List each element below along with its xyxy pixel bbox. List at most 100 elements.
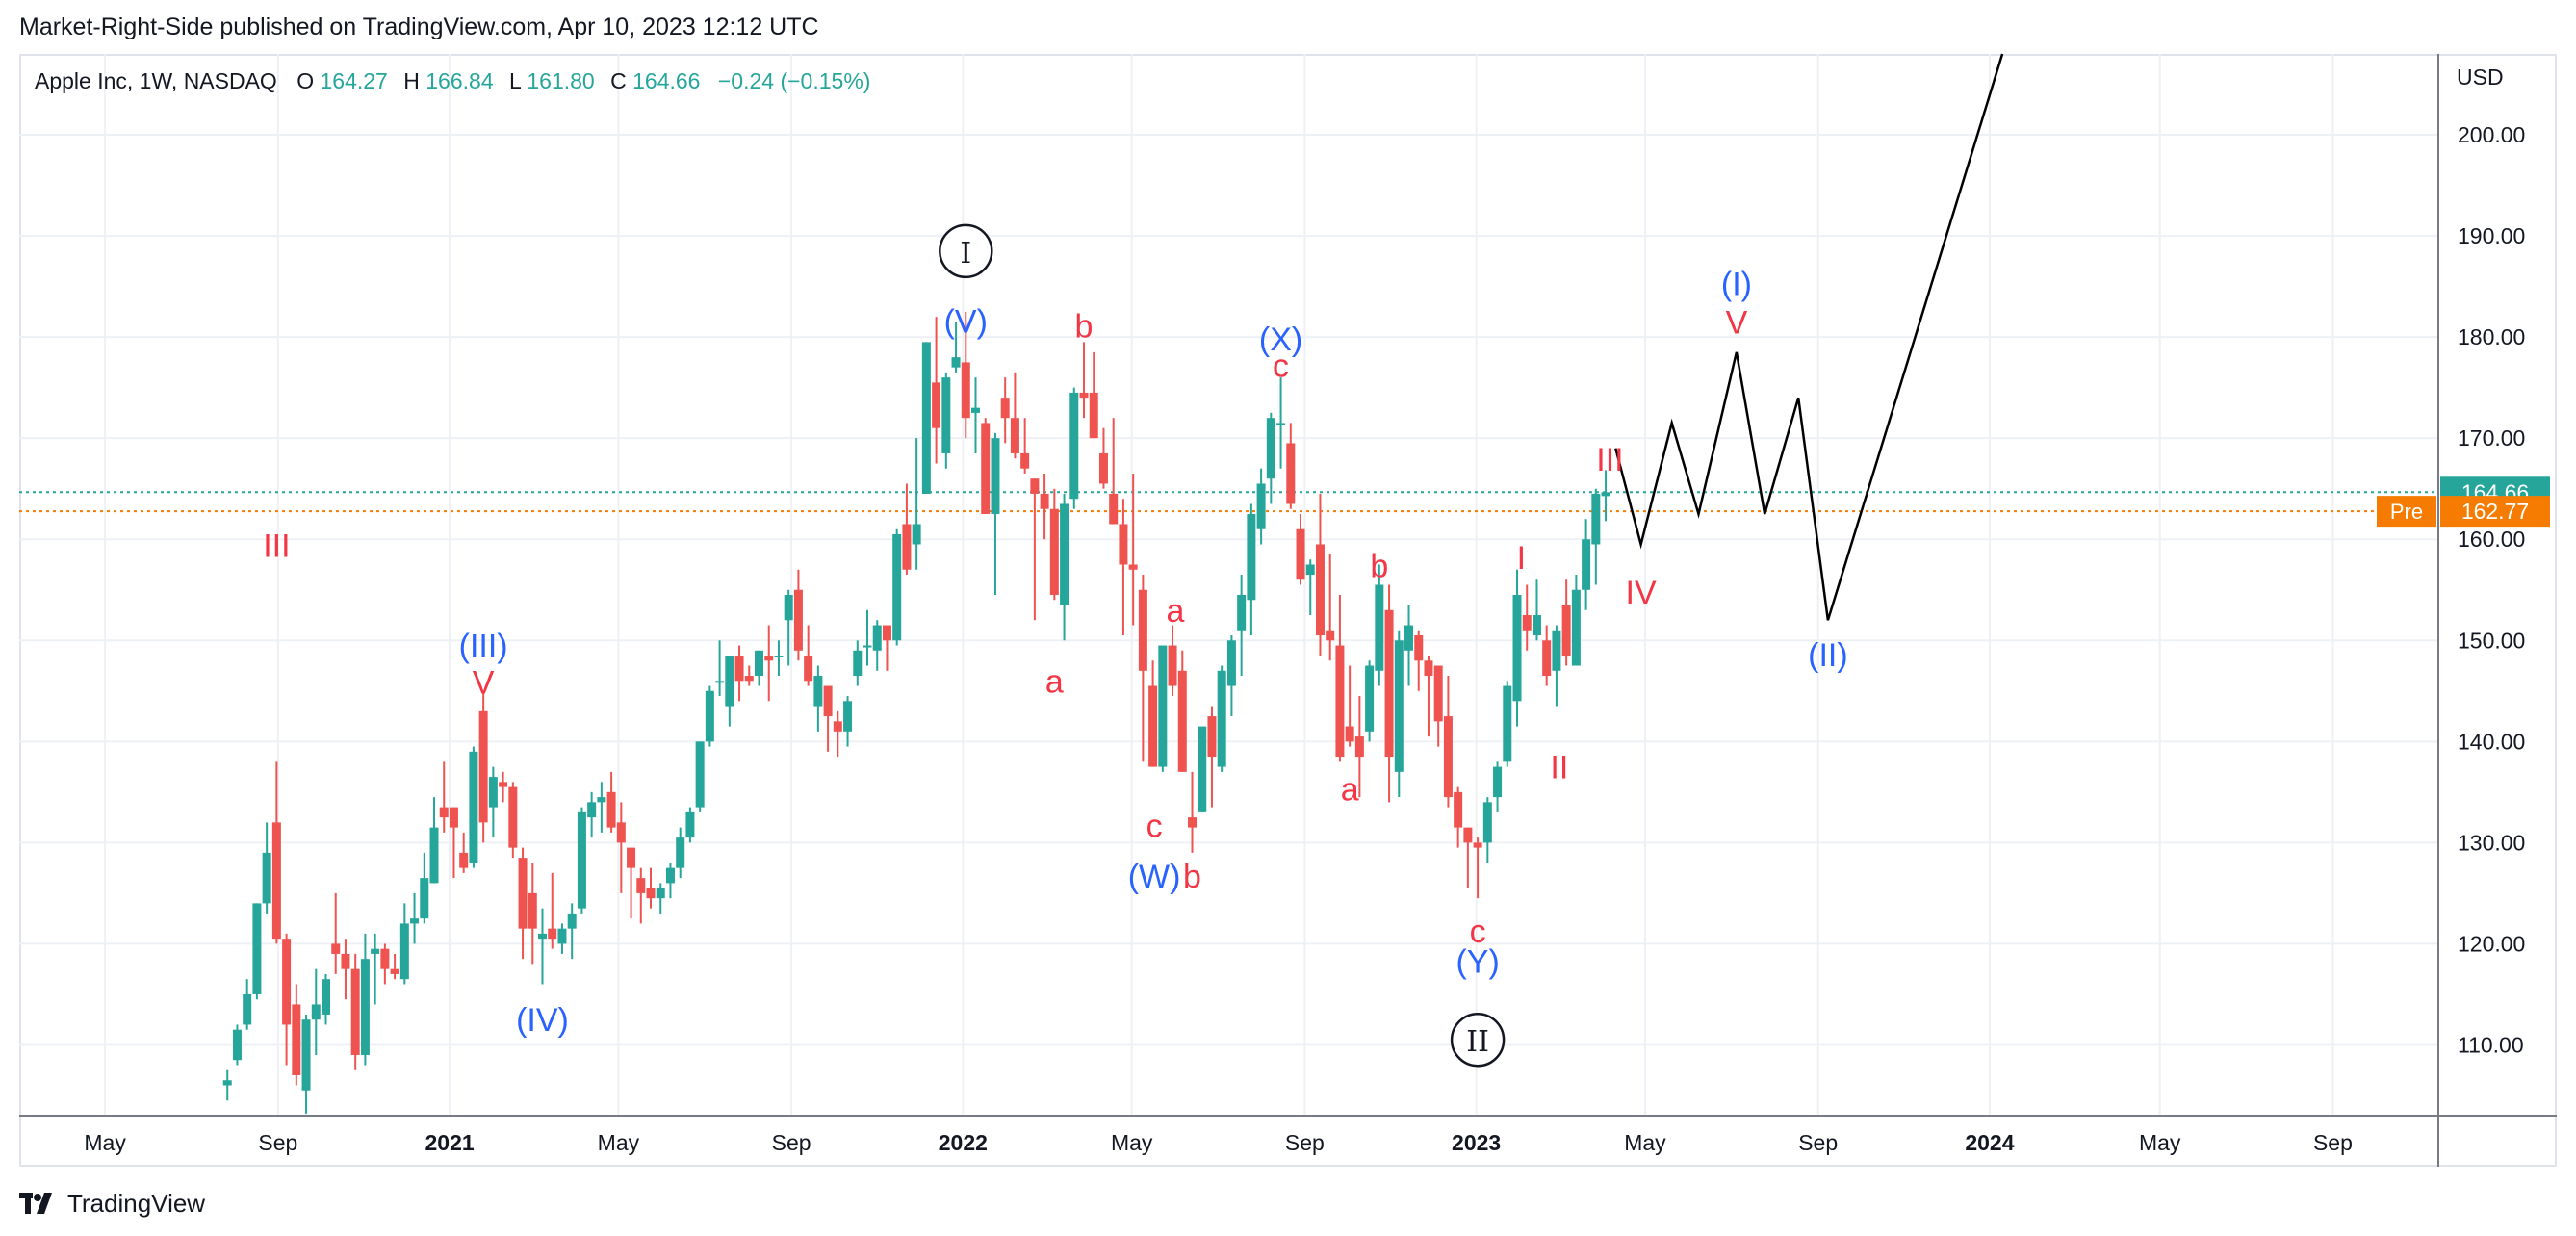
candle[interactable]: [1335, 595, 1345, 762]
candle[interactable]: [449, 807, 458, 879]
candle[interactable]: [1493, 761, 1503, 812]
candle[interactable]: [1424, 656, 1433, 737]
candle[interactable]: [271, 761, 281, 944]
candle[interactable]: [1404, 605, 1414, 686]
candle[interactable]: [685, 807, 695, 843]
tradingview-brand[interactable]: TradingView: [19, 1184, 205, 1223]
candle[interactable]: [921, 342, 931, 494]
candle[interactable]: [439, 761, 449, 833]
candle[interactable]: [676, 827, 685, 879]
candle[interactable]: [548, 872, 557, 949]
candle[interactable]: [656, 883, 665, 914]
candle[interactable]: [252, 903, 262, 1000]
candle[interactable]: [1354, 696, 1364, 798]
candle[interactable]: [1276, 377, 1286, 469]
candle[interactable]: [784, 589, 793, 666]
candle[interactable]: [478, 690, 488, 843]
candle[interactable]: [1089, 351, 1098, 439]
candle[interactable]: [390, 953, 399, 980]
candle[interactable]: [488, 766, 498, 838]
candle[interactable]: [1345, 665, 1354, 747]
candle[interactable]: [322, 973, 331, 1025]
candle[interactable]: [971, 377, 981, 453]
candle[interactable]: [606, 771, 616, 833]
candle[interactable]: [459, 832, 469, 873]
candle[interactable]: [1601, 470, 1610, 522]
candle[interactable]: [567, 903, 577, 960]
candle[interactable]: [1198, 726, 1207, 812]
candle[interactable]: [1217, 665, 1226, 772]
candle[interactable]: [1069, 387, 1079, 509]
candle[interactable]: [1079, 342, 1089, 419]
candle[interactable]: [557, 923, 567, 954]
candle[interactable]: [1365, 660, 1375, 742]
candle[interactable]: [804, 625, 813, 686]
candle[interactable]: [1552, 625, 1561, 707]
candle[interactable]: [1040, 473, 1049, 540]
candle[interactable]: [1226, 635, 1236, 717]
candle[interactable]: [528, 863, 537, 965]
candle[interactable]: [341, 939, 350, 1000]
candle[interactable]: [1256, 468, 1266, 545]
candle[interactable]: [1571, 574, 1581, 666]
candle[interactable]: [715, 640, 725, 697]
candle[interactable]: [705, 685, 714, 747]
candle[interactable]: [991, 432, 1000, 596]
candle[interactable]: [380, 943, 390, 985]
candle[interactable]: [882, 625, 891, 671]
candle[interactable]: [1375, 564, 1384, 686]
candle[interactable]: [1473, 837, 1482, 899]
candle[interactable]: [1098, 427, 1108, 489]
candle[interactable]: [695, 741, 705, 812]
candle[interactable]: [1010, 372, 1019, 459]
candle[interactable]: [1482, 797, 1492, 863]
candle[interactable]: [1030, 478, 1040, 621]
candle[interactable]: [1454, 786, 1463, 848]
candle[interactable]: [1158, 645, 1168, 772]
candle[interactable]: [941, 372, 951, 469]
candle[interactable]: [755, 650, 764, 686]
candle[interactable]: [951, 322, 961, 373]
candle[interactable]: [853, 640, 863, 686]
candle[interactable]: [282, 933, 292, 1066]
candle[interactable]: [1188, 771, 1198, 853]
candle[interactable]: [636, 867, 646, 924]
candle[interactable]: [1305, 559, 1315, 616]
candle[interactable]: [587, 791, 597, 838]
candle[interactable]: [1591, 488, 1601, 585]
candle[interactable]: [222, 1069, 232, 1101]
candle[interactable]: [813, 665, 823, 732]
candle[interactable]: [734, 645, 744, 702]
candle[interactable]: [1315, 493, 1325, 657]
candle[interactable]: [1286, 423, 1296, 509]
candle[interactable]: [1394, 630, 1404, 798]
candle[interactable]: [774, 640, 784, 677]
candle[interactable]: [371, 933, 380, 1005]
candle[interactable]: [1384, 584, 1394, 803]
candle[interactable]: [1296, 513, 1305, 585]
candle[interactable]: [577, 807, 586, 914]
candle[interactable]: [793, 569, 803, 661]
candle[interactable]: [627, 847, 636, 919]
candle[interactable]: [499, 771, 508, 803]
candle[interactable]: [932, 317, 941, 464]
candle[interactable]: [292, 984, 301, 1086]
candle[interactable]: [665, 863, 675, 899]
candle[interactable]: [360, 933, 370, 1066]
candle[interactable]: [1109, 418, 1119, 525]
candle[interactable]: [1582, 519, 1591, 610]
candle[interactable]: [1532, 579, 1541, 641]
candle[interactable]: [1522, 584, 1532, 651]
candle[interactable]: [1463, 827, 1473, 888]
candle[interactable]: [410, 892, 420, 944]
candle[interactable]: [764, 625, 774, 702]
candle[interactable]: [399, 903, 409, 985]
candle[interactable]: [262, 822, 271, 914]
candle[interactable]: [902, 483, 912, 575]
candle[interactable]: [981, 418, 991, 514]
candle[interactable]: [725, 656, 734, 727]
candle[interactable]: [1247, 503, 1256, 636]
candle[interactable]: [331, 892, 341, 974]
candle[interactable]: [1049, 488, 1059, 601]
candle[interactable]: [616, 802, 626, 893]
